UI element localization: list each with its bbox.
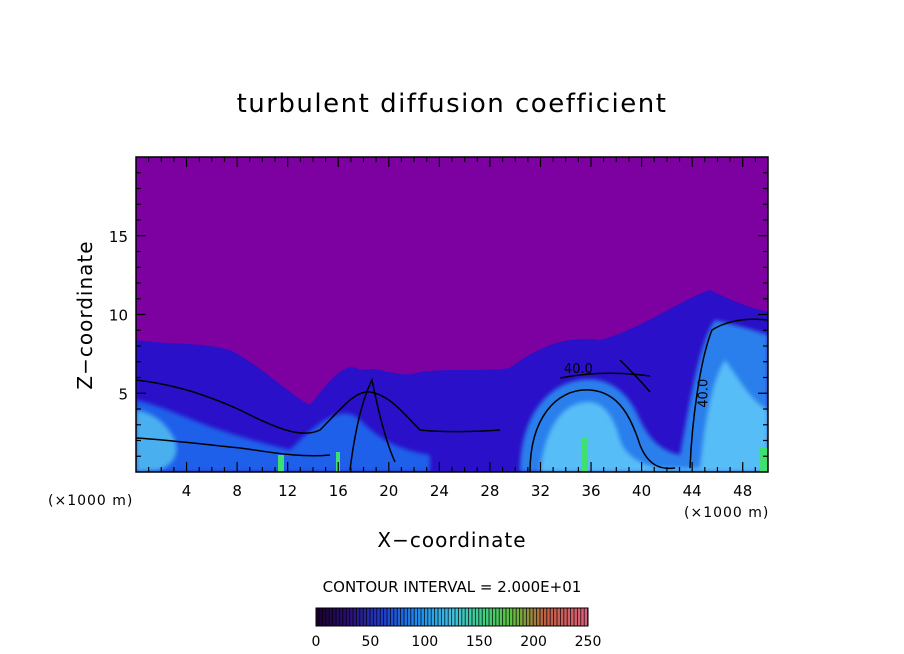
field-green-spot-3: [760, 448, 768, 472]
x-axis-label: X−coordinate: [377, 528, 526, 552]
x-axis-ticks: 4 8 12 16 20 24 28 32 36 40 44 48: [148, 157, 756, 500]
contour-line-6: [559, 372, 651, 379]
x-tick-label: 20: [379, 482, 398, 500]
heatmap-field: [136, 157, 768, 472]
x-tick-label: 32: [531, 482, 550, 500]
colorbar-stripes: [318, 608, 589, 626]
contour-line-2: [529, 389, 676, 472]
chart-title: turbulent diffusion coefficient: [237, 89, 668, 119]
contour-label: 40.0: [564, 362, 593, 377]
contour-line-5: [349, 377, 396, 471]
contour-line-4: [136, 437, 331, 457]
field-green-spot-1: [582, 438, 588, 472]
contour-line-7: [619, 359, 651, 393]
y-axis-label: Z−coordinate: [73, 240, 97, 389]
field-high-zone-left: [136, 410, 177, 472]
y-axis-ticks: 5 10 15: [109, 172, 768, 457]
field-high-zone-right: [540, 360, 768, 472]
contour-labels: 40.0 40.0: [564, 362, 711, 408]
contour-line-3: [689, 318, 768, 469]
x-tick-label: 24: [430, 482, 449, 500]
colorbar-tick-label: 100: [411, 634, 438, 650]
x-tick-label: 40: [632, 482, 651, 500]
x-tick-label: 8: [232, 482, 242, 500]
colorbar-tick-label: 0: [312, 634, 321, 650]
y-tick-label: 5: [118, 385, 128, 403]
x-tick-label: 36: [581, 482, 600, 500]
x-tick-label: 16: [329, 482, 348, 500]
contour-line-1: [136, 379, 501, 434]
y-tick-label: 15: [109, 228, 128, 246]
contour-interval-text: CONTOUR INTERVAL = 2.000E+01: [323, 578, 582, 596]
colorbar-tick-label: 50: [361, 634, 379, 650]
x-tick-label: 28: [480, 482, 499, 500]
colorbar-tick-label: 200: [520, 634, 547, 650]
field-mid-zone-left: [136, 400, 430, 472]
x-unit-right: (×1000 m): [684, 505, 769, 521]
colorbar-ticks: 0 50 100 150 200 250: [312, 634, 602, 650]
x-tick-label: 4: [182, 482, 192, 500]
x-tick-label: 48: [733, 482, 752, 500]
x-tick-label: 44: [683, 482, 702, 500]
colorbar-tick-label: 250: [575, 634, 602, 650]
x-unit-left: (×1000 m): [48, 493, 133, 509]
contour-label: 40.0: [696, 379, 711, 408]
y-tick-label: 10: [109, 307, 128, 325]
field-green-spot-2: [278, 455, 284, 472]
colorbar-tick-label: 150: [466, 634, 493, 650]
x-tick-label: 12: [278, 482, 297, 500]
